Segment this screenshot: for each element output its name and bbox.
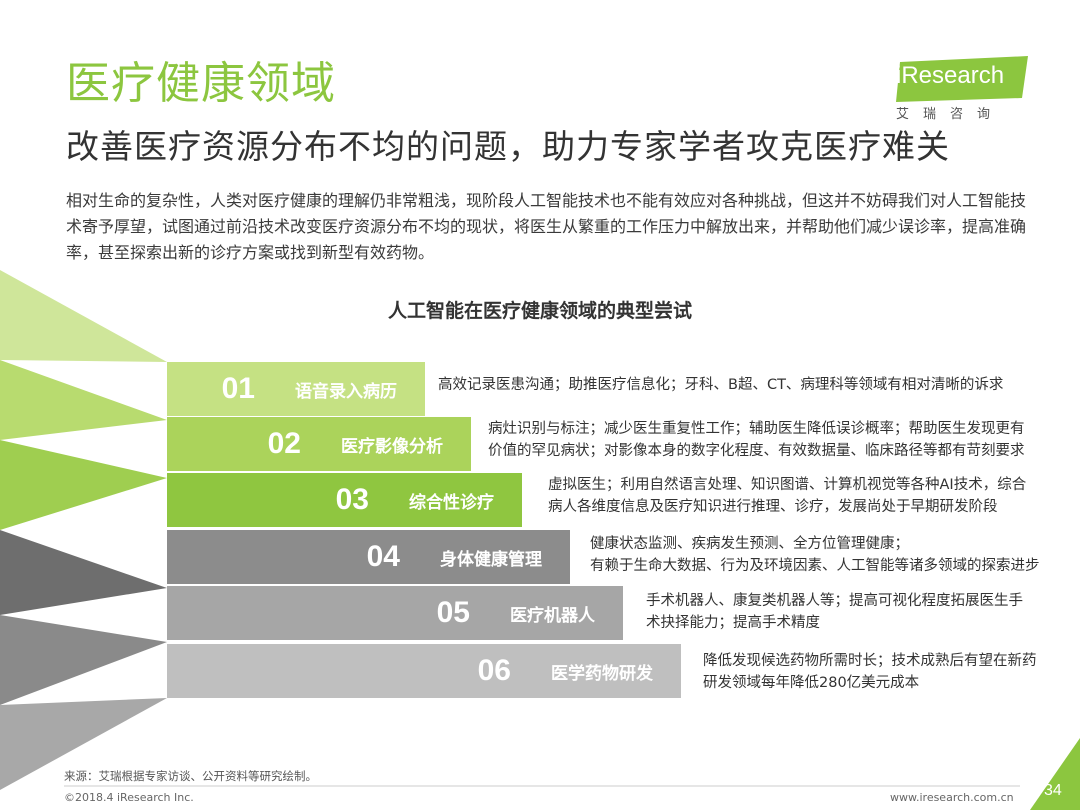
page-title: 医疗健康领域 bbox=[66, 58, 336, 109]
step-number: 04 bbox=[366, 540, 400, 573]
website-link[interactable]: www.iresearch.com.cn bbox=[890, 791, 1014, 804]
fan-wedge-5 bbox=[0, 615, 167, 705]
step-name: 身体健康管理 bbox=[440, 549, 542, 570]
logo-text-cn: 艾瑞咨询 bbox=[896, 107, 1005, 122]
step-description-5: 手术机器人、康复类机器人等；提高可视化程度拓展医生手 术抉择能力；提高手术精度 bbox=[646, 590, 1023, 634]
step-number: 05 bbox=[436, 596, 470, 629]
step-name: 医学药物研发 bbox=[551, 663, 653, 684]
step-2: 02 医疗影像分析 bbox=[167, 417, 471, 471]
fan-wedge-6 bbox=[0, 698, 167, 790]
corner-decoration bbox=[1030, 738, 1080, 810]
step-name: 医疗机器人 bbox=[510, 605, 595, 626]
desc-line: 术抉择能力；提高手术精度 bbox=[646, 615, 820, 631]
desc-line: 价值的罕见病状；对影像本身的数字化程度、有效数据量、临床路径等都有苛刻要求 bbox=[488, 443, 1025, 459]
step-4: 04 身体健康管理 bbox=[167, 530, 570, 584]
copyright: ©2018.4 iResearch Inc. bbox=[64, 791, 194, 804]
chart-title: 人工智能在医疗健康领域的典型尝试 bbox=[387, 300, 692, 322]
step-description-1: 高效记录医患沟通；助推医疗信息化；牙科、B超、CT、病理科等领域有相对清晰的诉求 bbox=[438, 374, 1003, 396]
desc-line: 病人各维度信息及医疗知识进行推理、诊疗，发展尚处于早期研发阶段 bbox=[548, 499, 998, 515]
step-description-4: 健康状态监测、疾病发生预测、全方位管理健康； 有赖于生命大数据、行为及环境因素、… bbox=[590, 533, 1040, 577]
page-number: 34 bbox=[1044, 782, 1062, 799]
page-subtitle: 改善医疗资源分布不均的问题，助力专家学者攻克医疗难关 bbox=[66, 127, 950, 166]
step-5: 05 医疗机器人 bbox=[167, 586, 623, 640]
desc-line: 手术机器人、康复类机器人等；提高可视化程度拓展医生手 bbox=[646, 593, 1023, 609]
desc-line: 有赖于生命大数据、行为及环境因素、人工智能等诸多领域的探索进步 bbox=[590, 558, 1040, 574]
desc-line: 降低发现候选药物所需时长；技术成熟后有望在新药 bbox=[703, 653, 1037, 669]
step-6: 06 医学药物研发 bbox=[167, 644, 681, 698]
logo-text-en: iResearch bbox=[896, 62, 1005, 89]
step-number: 01 bbox=[221, 372, 255, 405]
logo-band bbox=[896, 56, 1028, 102]
desc-line: 健康状态监测、疾病发生预测、全方位管理健康； bbox=[590, 536, 909, 552]
step-name: 综合性诊疗 bbox=[409, 492, 494, 513]
step-description-2: 病灶识别与标注；减少医生重复性工作；辅助医生降低误诊概率；帮助医生发现更有 价值… bbox=[488, 418, 1025, 462]
fan-wedge-3 bbox=[0, 440, 167, 530]
desc-line: 病灶识别与标注；减少医生重复性工作；辅助医生降低误诊概率；帮助医生发现更有 bbox=[488, 421, 1025, 437]
step-name: 语音录入病历 bbox=[295, 381, 397, 402]
step-number: 03 bbox=[335, 483, 369, 516]
step-description-6: 降低发现候选药物所需时长；技术成熟后有望在新药 研发领域每年降低280亿美元成本 bbox=[703, 650, 1037, 694]
intro-paragraph: 相对生命的复杂性，人类对医疗健康的理解仍非常粗浅，现阶段人工智能技术也不能有效应… bbox=[66, 191, 1027, 262]
desc-line: 高效记录医患沟通；助推医疗信息化；牙科、B超、CT、病理科等领域有相对清晰的诉求 bbox=[438, 377, 1004, 393]
iresearch-logo: iResearch 艾瑞咨询 bbox=[890, 58, 1030, 124]
desc-line: 虚拟医生；利用自然语言处理、知识图谱、计算机视觉等各种AI技术，综合 bbox=[548, 477, 1027, 493]
source-note: 来源：艾瑞根据专家访谈、公开资料等研究绘制。 bbox=[64, 769, 317, 783]
step-description-3: 虚拟医生；利用自然语言处理、知识图谱、计算机视觉等各种AI技术，综合 病人各维度… bbox=[548, 474, 1026, 518]
desc-line: 研发领域每年降低280亿美元成本 bbox=[703, 675, 920, 691]
step-number: 06 bbox=[477, 654, 511, 687]
fan-wedge-1 bbox=[0, 270, 167, 362]
fan-wedge-4 bbox=[0, 530, 167, 615]
fan-wedge-2 bbox=[0, 360, 167, 440]
step-name: 医疗影像分析 bbox=[341, 436, 443, 457]
step-3: 03 综合性诊疗 bbox=[167, 473, 522, 527]
step-1: 01 语音录入病历 bbox=[167, 362, 425, 416]
step-number: 02 bbox=[267, 427, 301, 460]
